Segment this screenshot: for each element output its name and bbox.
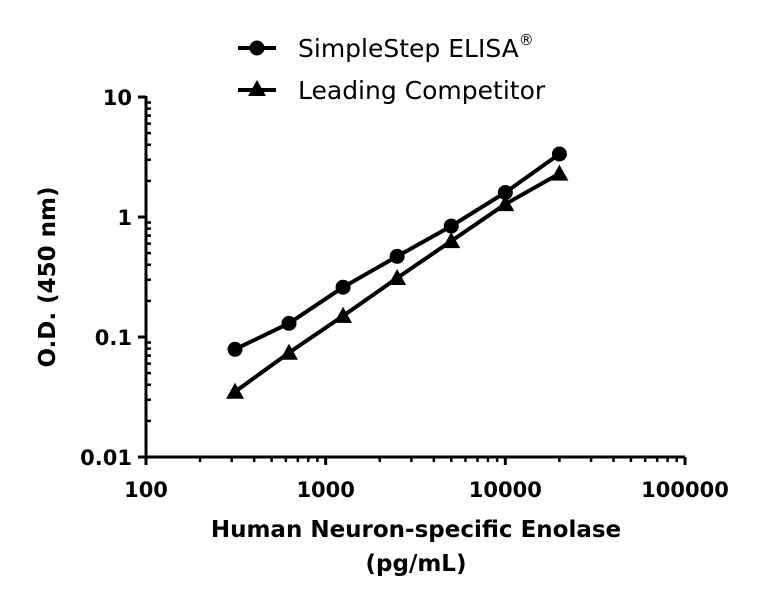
triangle-marker-icon <box>388 269 407 286</box>
triangle-marker-icon <box>248 80 266 96</box>
triangle-marker-icon <box>550 164 569 181</box>
y-axis-title: O.D. (450 nm) <box>35 186 61 367</box>
legend-label: Leading Competitor <box>298 76 546 105</box>
x-tick-label: 1000 <box>296 478 354 502</box>
x-tick-label: 100000 <box>641 478 729 502</box>
y-tick-label: 10 <box>103 86 132 110</box>
circle-marker-icon <box>551 146 567 162</box>
triangle-marker-icon <box>442 232 461 249</box>
x-axis-title-line1: Human Neuron-specific Enolase <box>211 517 621 543</box>
circle-marker-icon <box>335 279 351 295</box>
triangle-marker-icon <box>279 343 298 360</box>
triangle-marker-icon <box>334 306 353 323</box>
triangle-marker-icon <box>496 195 515 212</box>
legend: SimpleStep ELISA® Leading Competitor <box>238 31 546 105</box>
plot-area <box>226 146 569 399</box>
x-axis-title-line2: (pg/mL) <box>366 551 467 577</box>
x-tick-label: 100 <box>124 478 168 502</box>
x-tick-label: 10000 <box>469 478 542 502</box>
circle-marker-icon <box>389 248 405 264</box>
y-tick-label: 0.01 <box>80 446 132 470</box>
circle-marker-icon <box>281 315 297 331</box>
circle-marker-icon <box>497 185 513 201</box>
circle-marker-icon <box>443 218 459 234</box>
series-competitor <box>226 164 569 399</box>
tick-labels: 0.01 0.1 1 10 100 1000 10000 100000 <box>80 86 729 502</box>
series-simplestep <box>227 146 567 357</box>
legend-item-competitor: Leading Competitor <box>238 76 546 105</box>
y-tick-label: 0.1 <box>95 326 132 350</box>
circle-marker-icon <box>227 341 243 357</box>
axes <box>138 95 687 465</box>
y-tick-label: 1 <box>117 206 132 230</box>
circle-marker-icon <box>249 40 265 56</box>
triangle-marker-icon <box>226 382 245 399</box>
legend-item-simplestep: SimpleStep ELISA® <box>238 31 534 63</box>
legend-label: SimpleStep ELISA® <box>298 31 534 63</box>
